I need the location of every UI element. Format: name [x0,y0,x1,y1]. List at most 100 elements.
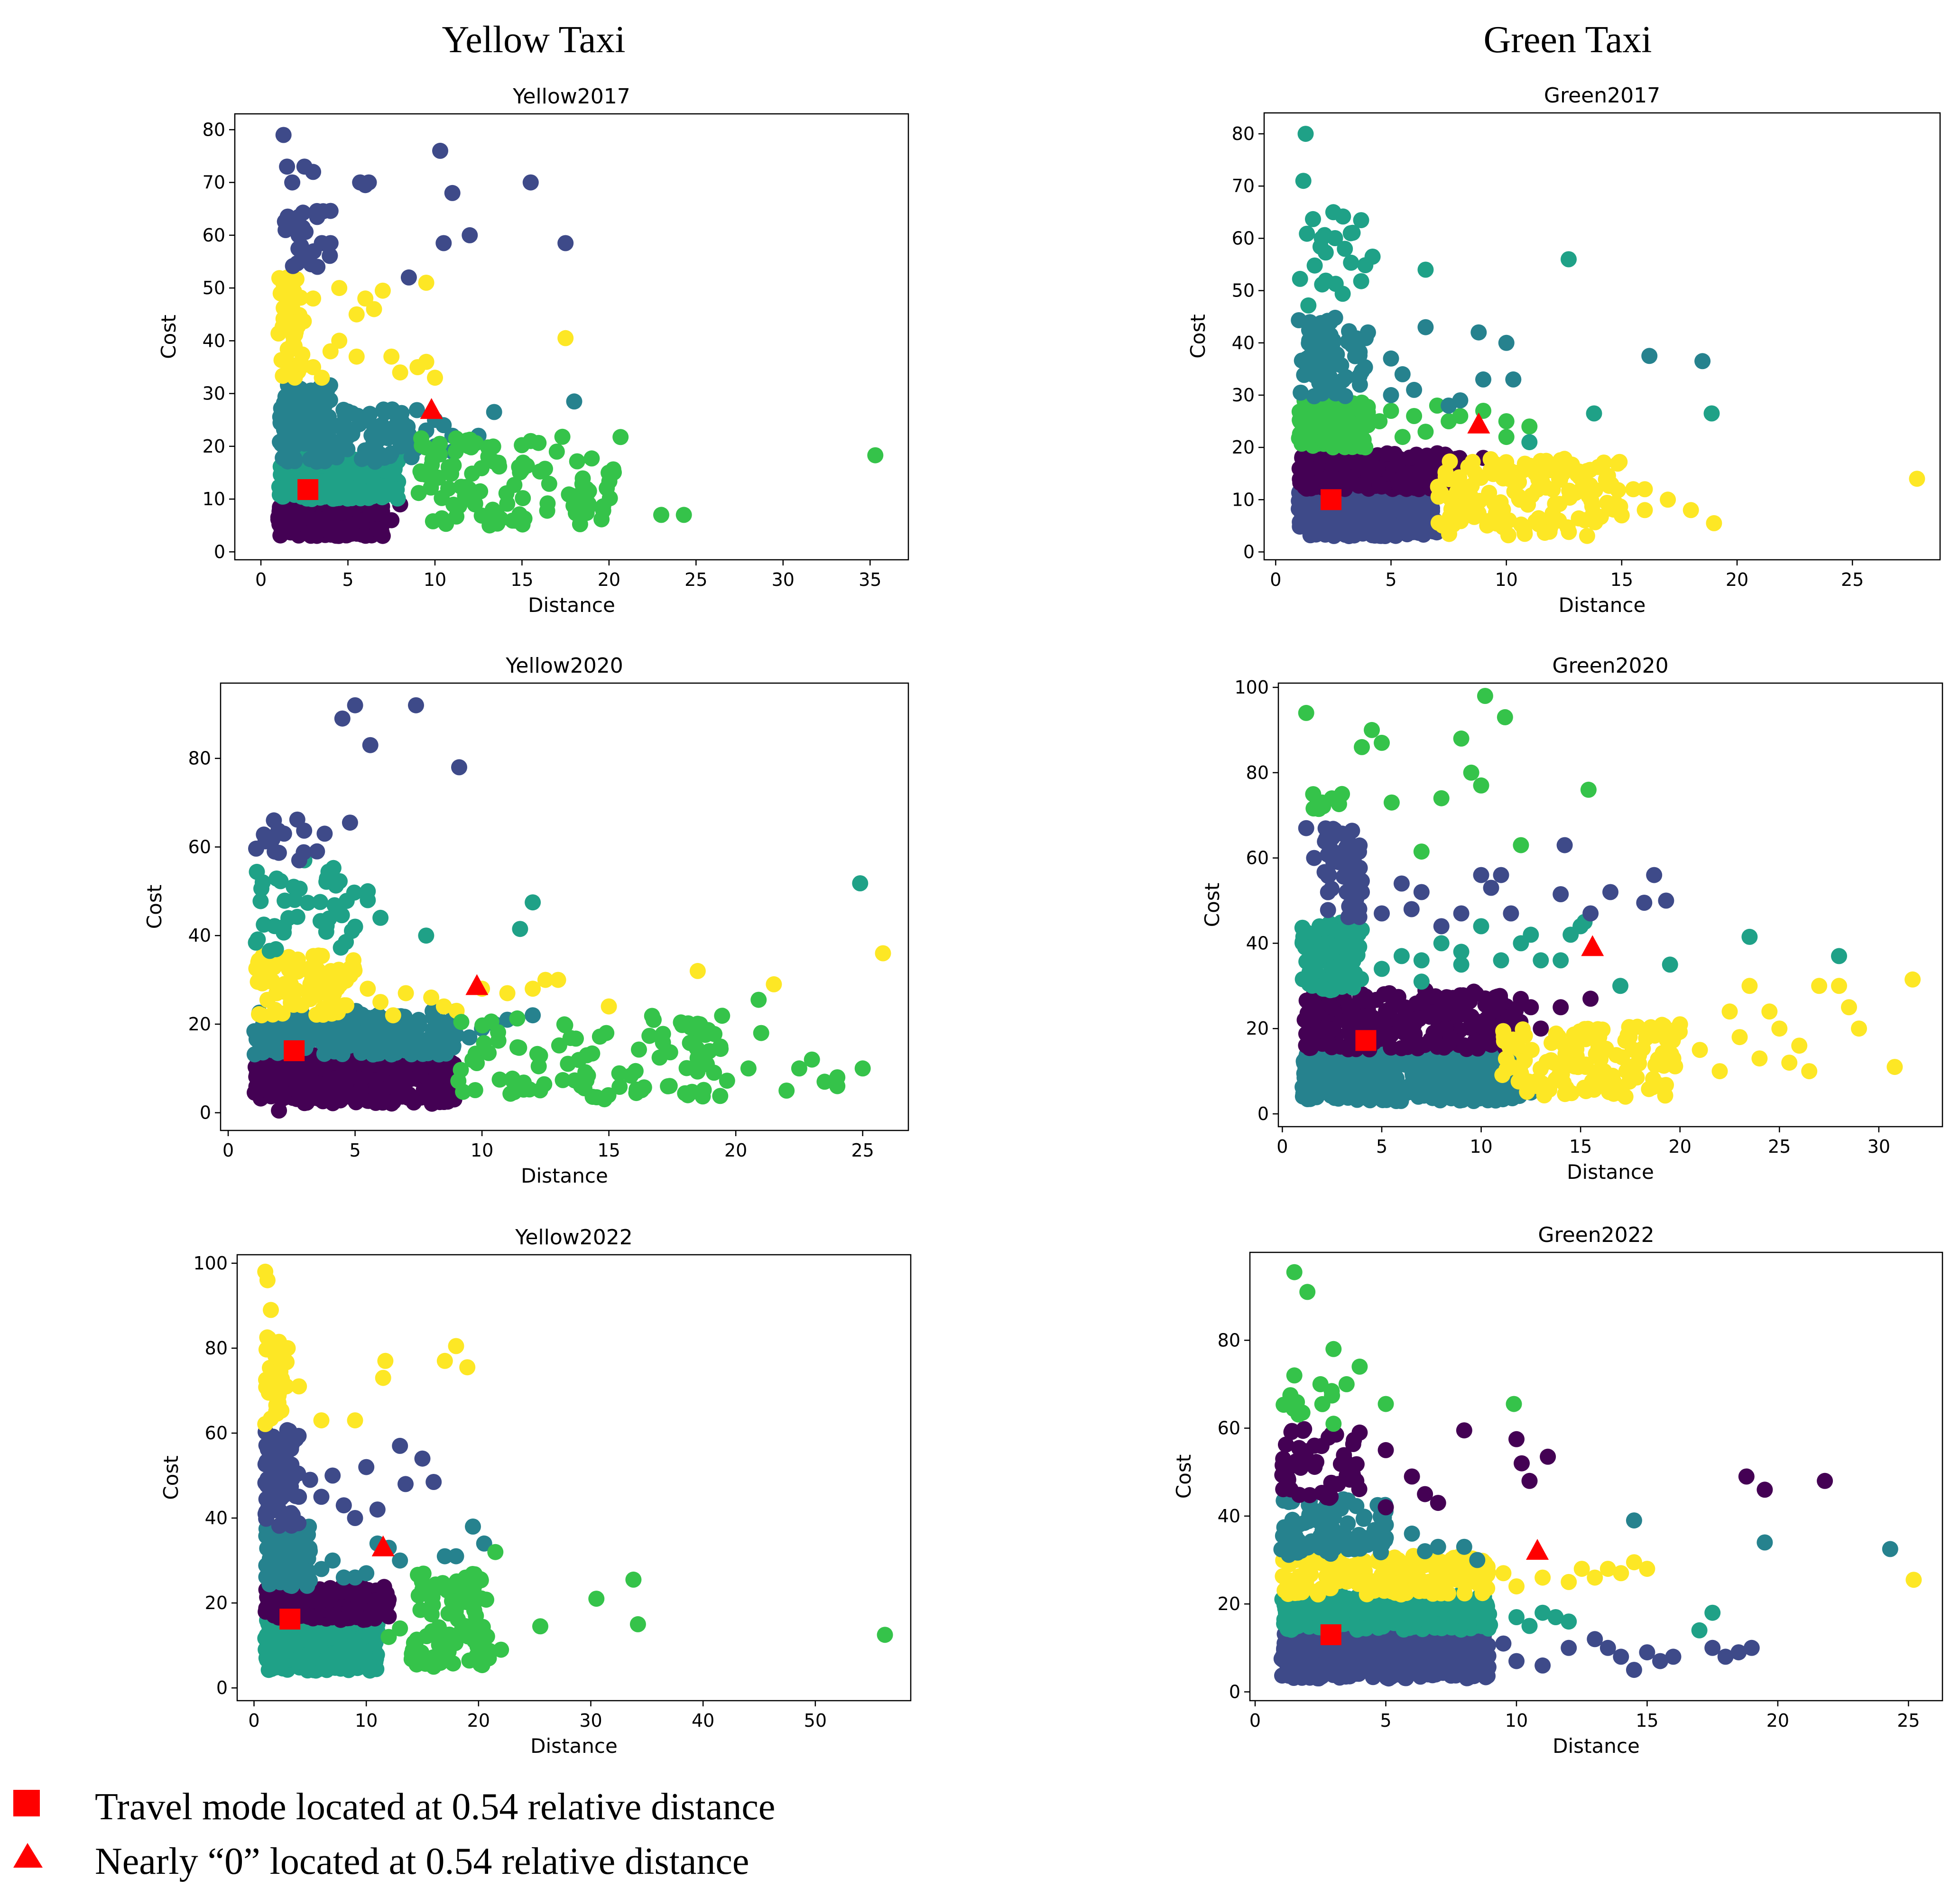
point-purple [1402,449,1418,466]
point-mint [372,909,389,926]
y-tick-label: 50 [1232,280,1255,301]
point-mint [1523,926,1539,943]
point-purple [352,1082,369,1098]
point-navy [322,235,339,251]
point-navy [1473,867,1489,883]
point-mint [343,1651,360,1667]
x-tick-label: 30 [772,569,795,590]
point-yellow [1909,471,1925,487]
point-green [583,450,600,467]
point-navy [1403,901,1420,917]
y-tick-label: 80 [1246,762,1269,783]
point-mint [259,1634,276,1651]
point-purple [373,1605,389,1622]
point-yellow [1498,1061,1515,1078]
point-teal [346,1011,363,1028]
point-green [588,1089,605,1105]
point-navy [279,158,296,175]
point-yellow [1841,999,1857,1016]
point-green [1417,424,1434,440]
point-yellow [332,976,349,993]
point-green [580,484,596,501]
point-navy [435,235,452,251]
column-title-yellow: Yellow Taxi [442,19,625,61]
point-mint [357,1649,373,1666]
point-mint [1741,928,1758,945]
point-teal [277,1554,293,1570]
point-teal [372,426,388,442]
plot-frame [1263,112,1941,561]
point-purple [1341,1000,1358,1017]
point-green [599,480,615,497]
point-purple [324,1071,341,1087]
y-tick-label: 50 [203,278,225,298]
point-yellow [1529,1078,1545,1094]
point-yellow [366,301,382,317]
point-purple [1395,1018,1411,1035]
point-purple [314,1093,331,1110]
point-mint [1353,273,1369,289]
point-green [490,454,507,471]
point-purple [1323,466,1340,483]
point-mint [299,1659,316,1676]
point-purple [1371,476,1388,493]
point-purple [341,1060,357,1077]
point-yellow [1463,478,1480,494]
point-green [445,457,462,473]
point-purple [258,1068,274,1084]
point-yellow [1621,1074,1637,1090]
point-purple [1376,1015,1392,1031]
point-mint [248,935,264,951]
y-tick-label: 80 [203,119,225,140]
point-navy [1321,867,1337,883]
point-green [1453,730,1470,747]
point-yellow [293,961,310,977]
point-green [694,1088,711,1105]
point-mint [280,472,297,489]
point-teal [476,1535,492,1552]
y-tick-label: 40 [203,330,225,351]
point-teal [316,1046,333,1062]
point-navy [266,812,282,829]
point-teal [1401,1078,1418,1094]
point-mint [1586,405,1602,422]
x-tick-label: 20 [598,569,620,590]
point-yellow [1444,507,1460,524]
point-teal [1322,326,1338,343]
point-teal [1475,371,1491,388]
point-yellow [305,290,322,307]
point-yellow [1672,1016,1688,1033]
x-tick-label: 10 [424,569,446,590]
point-yellow [1536,525,1553,541]
point-yellow [323,1003,339,1020]
point-teal [282,382,298,399]
point-yellow [372,994,389,1010]
point-yellow [1546,511,1562,528]
point-navy [1646,867,1663,883]
point-purple [314,1060,331,1076]
point-navy [258,830,275,846]
point-mint [1315,981,1331,997]
point-green [1441,413,1457,429]
point-green [453,1014,470,1030]
point-teal [353,1045,370,1061]
point-yellow [1851,1020,1867,1037]
point-navy [1323,880,1340,897]
point-yellow [1905,971,1921,988]
point-green [1498,429,1515,445]
point-navy [275,127,292,143]
point-green [612,429,629,445]
point-green [804,1051,820,1068]
point-teal [1350,1058,1366,1075]
point-yellow [284,298,300,315]
point-mint [323,1622,339,1639]
point-green [516,1074,532,1091]
point-green [592,1028,608,1045]
point-mint [525,894,541,911]
point-green [1314,794,1331,811]
point-yellow [427,370,443,386]
point-mint [312,894,328,910]
point-mint [1329,938,1346,954]
point-yellow [1482,462,1499,479]
point-purple [427,1077,444,1094]
